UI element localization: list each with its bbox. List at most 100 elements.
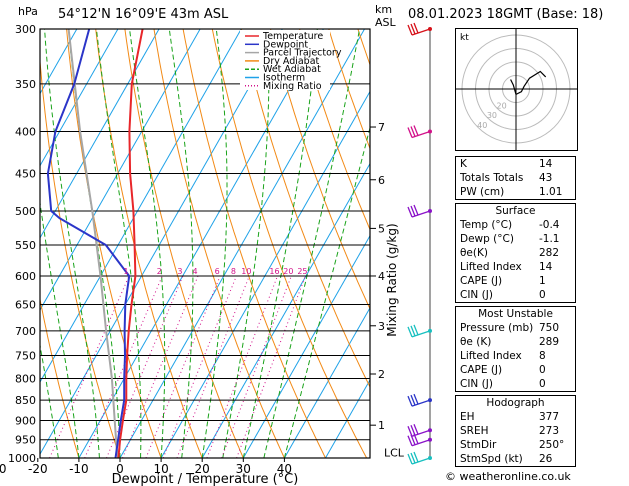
wind-barb-feather [407, 425, 413, 437]
param-value: 0 [539, 289, 546, 301]
km-tick-label: 2 [378, 368, 385, 381]
x-tick-label: -20 [28, 462, 48, 476]
km-tick-label: 6 [378, 174, 385, 187]
wind-barb [407, 324, 432, 338]
param-value: 0 [539, 364, 546, 376]
param-value: 273 [539, 425, 560, 437]
param-value: -1.1 [539, 233, 560, 245]
pressure-tick-label: 350 [15, 78, 36, 91]
mixing-ratio-label: 16 [269, 267, 279, 276]
param-row: CAPE (J) 0 [455, 363, 576, 377]
wind-barb [407, 22, 432, 36]
mixing-ratio-label: 20 [283, 267, 293, 276]
wind-barb-feather [407, 206, 413, 218]
wind-barb-feather [413, 393, 419, 405]
pressure-tick-label: 900 [15, 414, 36, 427]
wind-barb-feather [413, 433, 419, 444]
mixing-ratio-line [122, 275, 199, 458]
param-value: -0.4 [539, 219, 560, 231]
mixing-ratio-line [176, 275, 250, 458]
wind-barb-feather [410, 325, 416, 337]
hodograph-ring-label: 30 [487, 111, 497, 120]
km-tick-label: 5 [378, 222, 385, 235]
x-tick-label: -10 [69, 462, 89, 476]
param-row: Dewp (°C) -1.1 [455, 232, 576, 246]
param-value: 750 [539, 322, 560, 334]
pressure-tick-label: 300 [15, 23, 36, 36]
param-row: Pressure (mb) 750 [455, 321, 576, 335]
pressure-tick-label: 700 [15, 325, 36, 338]
surface-table: Surface Temp (°C) -0.4 Dewp (°C) -1.1 θe(K) 28… [455, 203, 576, 303]
pressure-tick-label: 850 [15, 394, 36, 407]
wind-barb-feather [407, 395, 413, 407]
wind-barb-feather [410, 394, 416, 406]
dry-adiabat-line [211, 29, 368, 458]
param-label: EH [460, 411, 475, 423]
dry-adiabat-line [328, 29, 370, 150]
param-value: 14 [539, 261, 553, 273]
wind-barb-feather [410, 23, 416, 35]
pressure-tick-label: 500 [15, 205, 36, 218]
hpa-label: hPa [18, 5, 38, 18]
mixing-ratio-line [145, 275, 221, 458]
mixing-ratio-label: 8 [231, 267, 236, 276]
mixing-ratio-line [206, 275, 278, 458]
legend-label: Dry Adiabat [263, 56, 320, 67]
isotherm-line [119, 29, 365, 458]
pressure-tick-label: 950 [15, 434, 36, 447]
param-label: CIN (J) [460, 378, 493, 390]
wind-barb-feather [407, 326, 413, 338]
mixing-ratio-label: 10 [241, 267, 251, 276]
wind-barb-feather [407, 453, 413, 465]
datetime-title: 08.01.2023 18GMT (Base: 18) [408, 7, 604, 22]
mixing-ratio-label: 1 [123, 267, 128, 276]
dry-adiabat-line [299, 29, 370, 231]
legend-label: Parcel Trajectory [263, 48, 342, 59]
isotherm-line [40, 29, 160, 239]
param-label: Temp (°C) [460, 219, 513, 231]
param-label: CAPE (J) [460, 275, 503, 287]
wind-barb [407, 393, 432, 407]
param-value: 14 [539, 158, 553, 170]
copyright: © weatheronline.co.uk [445, 470, 571, 483]
wind-barb [407, 204, 432, 218]
km-tick-label: 3 [378, 320, 385, 333]
legend-label: Temperature [262, 31, 323, 42]
x-tick-label: 30 [236, 462, 251, 476]
wind-barb-feather [413, 423, 419, 435]
mixing-ratio-line [236, 275, 306, 458]
wind-barb-feather [407, 127, 413, 138]
wind-barb-feather [407, 24, 413, 36]
param-value: 0 [539, 378, 546, 390]
wind-barb-feather [413, 22, 419, 34]
param-row: Lifted Index 8 [455, 349, 576, 363]
param-value: 1 [539, 275, 546, 287]
mixing-ratio-line [162, 275, 237, 458]
param-row: CIN (J) 0 [455, 288, 576, 303]
param-label: Lifted Index [460, 261, 522, 273]
indices-table: K 14 Totals Totals 43 PW (cm) 1.01 [455, 156, 576, 200]
dry-adiabat-line [153, 29, 285, 458]
plot-area [40, 29, 370, 458]
hodograph-ring-label: 40 [477, 121, 487, 130]
km-tick-label: 4 [378, 270, 385, 283]
wind-barb-feather [410, 126, 416, 137]
wind-barb [407, 125, 432, 139]
isotherm-line [40, 29, 201, 311]
wet-adiabat-line [283, 125, 370, 458]
param-label: PW (cm) [460, 186, 505, 198]
isotherm-line [78, 29, 324, 458]
param-label: CIN (J) [460, 289, 493, 301]
asl-label: ASL [375, 16, 396, 29]
param-row: Temp (°C) -0.4 [455, 218, 576, 232]
pressure-tick-label: 800 [15, 372, 36, 385]
wet-adiabat-line [263, 29, 360, 458]
param-row: K 14 [455, 156, 576, 171]
wind-barb-feather [407, 435, 413, 446]
hodograph-trace [515, 70, 547, 95]
param-value: 377 [539, 411, 560, 423]
x-tick-label: 20 [195, 462, 210, 476]
legend-label: Dewpoint [263, 39, 308, 50]
wind-barb [407, 433, 432, 447]
